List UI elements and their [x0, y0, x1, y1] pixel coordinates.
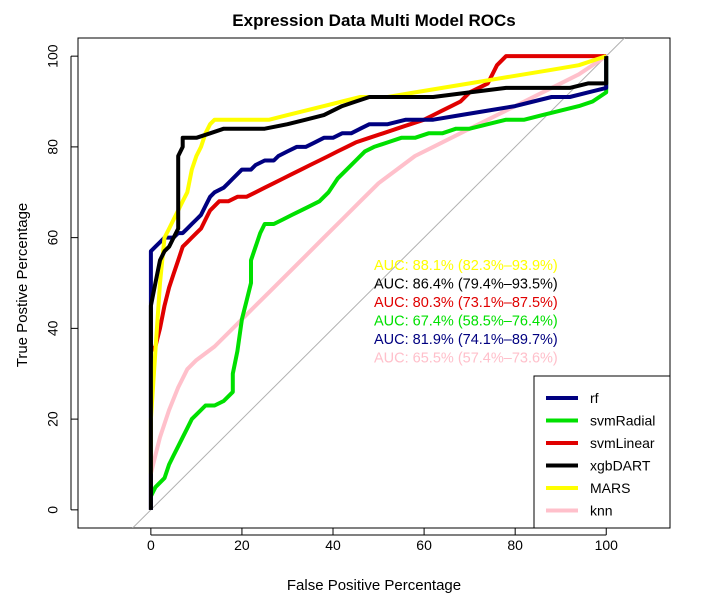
roc-line-svmLinear [149, 54, 607, 353]
auc-annotation: AUC: 67.4% (58.5%–76.4%) [374, 314, 558, 330]
legend-label-rf: rf [590, 390, 599, 406]
legend-box [533, 375, 671, 529]
legend-label-svmLinear: svmLinear [590, 435, 655, 451]
roc-line-MARS [148, 54, 607, 474]
auc-annotation: AUC: 88.1% (82.3%–93.9%) [374, 258, 558, 274]
x-tick-label: 40 [325, 537, 341, 553]
y-tick-label: 80 [45, 139, 61, 155]
x-tick-label: 60 [416, 537, 432, 553]
y-tick-label: 20 [45, 411, 61, 427]
y-tick-label: 100 [45, 44, 61, 68]
x-tick-label: 20 [234, 537, 250, 553]
y-tick-label: 40 [45, 320, 61, 336]
auc-annotation: AUC: 80.3% (73.1%–87.5%) [374, 295, 558, 311]
x-axis-label: False Positive Percentage [287, 577, 461, 594]
x-tick-label: 100 [595, 537, 619, 553]
diagonal-reference-line [132, 38, 625, 528]
roc-line-rf [148, 56, 609, 510]
legend-label-MARS: MARS [590, 480, 630, 496]
auc-annotation: AUC: 65.5% (57.4%–73.6%) [374, 351, 558, 367]
x-tick-label: 0 [147, 537, 155, 553]
plot-area: 0 20 40 60 80 100 0 20 40 60 80 100 AUC: 88.1% (82.3… [45, 37, 671, 553]
roc-line-svmRadial [149, 56, 609, 498]
legend-label-svmRadial: svmRadial [590, 413, 655, 429]
legend-label-knn: knn [590, 503, 613, 519]
x-tick-label: 80 [507, 537, 523, 553]
auc-annotation: AUC: 86.4% (79.4%–93.5%) [374, 277, 558, 293]
roc-line-knn [148, 54, 608, 510]
legend-label-xgbDART: xgbDART [590, 458, 651, 474]
y-tick-label: 60 [45, 230, 61, 246]
y-tick-label: 0 [45, 506, 61, 514]
auc-annotation: AUC: 81.9% (74.1%–89.7%) [374, 332, 558, 348]
chart-title: Expression Data Multi Model ROCs [232, 11, 515, 30]
roc-line-xgbDART [148, 56, 609, 510]
y-axis-label: True Postive Percentage [14, 203, 31, 368]
plot-frame [77, 37, 671, 529]
